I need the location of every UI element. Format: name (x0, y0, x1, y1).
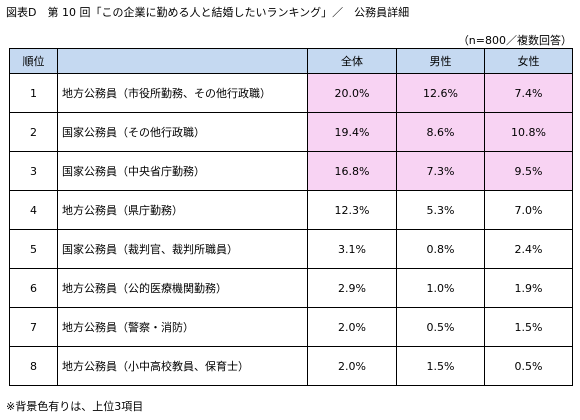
male-cell: 1.5% (396, 346, 485, 386)
table-row: 8 地方公務員（小中高校教員、保育士） 2.0% 1.5% 0.5% (9, 346, 573, 386)
total-cell: 2.0% (307, 307, 397, 347)
rank-cell: 2 (9, 112, 58, 152)
rank-cell: 8 (9, 346, 58, 386)
total-cell: 16.8% (307, 151, 397, 191)
occupation-cell: 地方公務員（県庁勤務） (57, 190, 308, 230)
occupation-cell: 地方公務員（警察・消防） (57, 307, 308, 347)
rank-cell: 6 (9, 268, 58, 308)
table-row: 6 地方公務員（公的医療機関勤務） 2.9% 1.0% 1.9% (9, 268, 573, 308)
female-cell: 7.4% (484, 73, 573, 113)
rank-cell: 1 (9, 73, 58, 113)
male-cell: 0.5% (396, 307, 485, 347)
female-cell: 1.5% (484, 307, 573, 347)
table-row: 1 地方公務員（市役所勤務、その他行政職） 20.0% 12.6% 7.4% (9, 73, 573, 113)
table-header-row: 順位 全体 男性 女性 (9, 48, 573, 74)
rank-cell: 7 (9, 307, 58, 347)
ranking-table: 順位 全体 男性 女性 1 地方公務員（市役所勤務、その他行政職） 20.0% 12.… (9, 48, 573, 386)
total-cell: 2.0% (307, 346, 397, 386)
table-row: 2 国家公務員（その他行政職） 19.4% 8.6% 10.8% (9, 112, 573, 152)
male-cell: 12.6% (396, 73, 485, 113)
occupation-cell: 国家公務員（中央省庁勤務） (57, 151, 308, 191)
table-row: 4 地方公務員（県庁勤務） 12.3% 5.3% 7.0% (9, 190, 573, 230)
occupation-cell: 地方公務員（小中高校教員、保育士） (57, 346, 308, 386)
female-cell: 10.8% (484, 112, 573, 152)
total-cell: 2.9% (307, 268, 397, 308)
table-row: 7 地方公務員（警察・消防） 2.0% 0.5% 1.5% (9, 307, 573, 347)
table-row: 5 国家公務員（裁判官、裁判所職員） 3.1% 0.8% 2.4% (9, 229, 573, 269)
total-cell: 20.0% (307, 73, 397, 113)
header-name (57, 48, 308, 74)
sample-size-note: （n=800／複数回答） (457, 34, 572, 47)
table-body: 1 地方公務員（市役所勤務、その他行政職） 20.0% 12.6% 7.4% 2 国家公務員… (9, 73, 573, 386)
rank-cell: 5 (9, 229, 58, 269)
total-cell: 19.4% (307, 112, 397, 152)
rank-cell: 4 (9, 190, 58, 230)
figure-title: 図表D 第 10 回「この企業に勤める人と結婚したいランキング」／ 公務員詳細 (6, 6, 410, 19)
total-cell: 3.1% (307, 229, 397, 269)
occupation-cell: 地方公務員（市役所勤務、その他行政職） (57, 73, 308, 113)
occupation-cell: 国家公務員（裁判官、裁判所職員） (57, 229, 308, 269)
footnote: ※背景色有りは、上位3項目 (6, 400, 144, 413)
total-cell: 12.3% (307, 190, 397, 230)
header-rank: 順位 (9, 48, 58, 74)
female-cell: 1.9% (484, 268, 573, 308)
occupation-cell: 国家公務員（その他行政職） (57, 112, 308, 152)
header-total: 全体 (307, 48, 397, 74)
female-cell: 7.0% (484, 190, 573, 230)
male-cell: 7.3% (396, 151, 485, 191)
female-cell: 2.4% (484, 229, 573, 269)
header-male: 男性 (396, 48, 485, 74)
female-cell: 0.5% (484, 346, 573, 386)
occupation-cell: 地方公務員（公的医療機関勤務） (57, 268, 308, 308)
table-row: 3 国家公務員（中央省庁勤務） 16.8% 7.3% 9.5% (9, 151, 573, 191)
male-cell: 8.6% (396, 112, 485, 152)
male-cell: 1.0% (396, 268, 485, 308)
rank-cell: 3 (9, 151, 58, 191)
header-female: 女性 (484, 48, 573, 74)
female-cell: 9.5% (484, 151, 573, 191)
male-cell: 5.3% (396, 190, 485, 230)
male-cell: 0.8% (396, 229, 485, 269)
